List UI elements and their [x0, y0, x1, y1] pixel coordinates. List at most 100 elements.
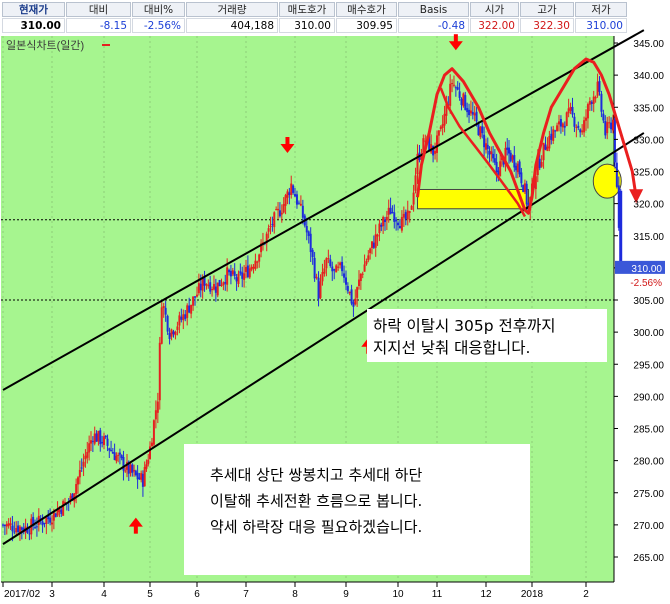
- candle-body: [62, 501, 65, 516]
- candle-body: [104, 435, 107, 438]
- candle-body: [511, 155, 514, 160]
- candle-body: [275, 209, 278, 211]
- candle-body: [488, 150, 491, 155]
- candle-body: [56, 509, 59, 516]
- candle-body: [218, 280, 221, 287]
- candle-body: [280, 212, 283, 215]
- candle-body: [13, 531, 16, 533]
- candle-body: [224, 282, 227, 284]
- candle-body: [271, 224, 274, 226]
- candle-body: [17, 525, 20, 533]
- y-axis: 265.00 270.00 275.00 280.00 285.00 290.00 295.…: [614, 39, 665, 564]
- candle-body: [585, 117, 587, 121]
- up-arrow-1-shaft: [133, 525, 138, 534]
- candle-body: [69, 495, 72, 501]
- candle-body: [612, 119, 614, 131]
- x-axis-panel: [0, 582, 670, 604]
- quote-header-9: 저가: [575, 2, 627, 17]
- candle-body: [374, 234, 377, 248]
- trend-line-lower: [2, 132, 645, 545]
- candle-body: [329, 259, 332, 266]
- quote-value-8: 322.30: [520, 18, 574, 33]
- candle-body: [297, 202, 300, 204]
- candle-body: [26, 527, 29, 533]
- candle-body: [88, 443, 91, 453]
- candle-body: [248, 268, 251, 278]
- candle-body: [583, 120, 586, 133]
- candle-body: [569, 106, 572, 111]
- candle-body: [573, 116, 576, 127]
- x-tick-label: 2017/02: [4, 589, 41, 600]
- candle-body: [460, 98, 463, 106]
- candle-body: [414, 175, 417, 191]
- peak-inner-curve: [439, 87, 527, 218]
- y-tick-label: 330.00: [633, 135, 664, 146]
- y-tick-label: 290.00: [633, 392, 664, 403]
- candle-body: [452, 84, 455, 86]
- candlesticks: [2, 73, 623, 542]
- candle-body: [54, 513, 57, 518]
- candle-body: [468, 109, 471, 116]
- candle-body: [400, 216, 403, 231]
- candle-body: [602, 113, 605, 121]
- y-tick-label: 265.00: [633, 553, 664, 564]
- candle-body: [439, 126, 442, 130]
- candle-body: [52, 511, 55, 521]
- candle-body: [239, 271, 242, 274]
- candle-body: [267, 228, 270, 232]
- candle-body: [536, 158, 539, 175]
- candle-body: [420, 154, 423, 160]
- y-tick-label: 280.00: [633, 457, 664, 468]
- candle-body: [449, 83, 452, 106]
- candle-body: [382, 217, 385, 227]
- candle-body: [207, 284, 210, 287]
- candle-body: [2, 524, 4, 526]
- candle-body: [483, 134, 486, 148]
- candle-body: [197, 283, 200, 294]
- candle-body: [231, 270, 234, 275]
- candle-body: [516, 163, 519, 173]
- quote-value-6: -0.48: [398, 18, 469, 33]
- quote-value-3: 404,188: [186, 18, 278, 33]
- candle-body: [214, 286, 217, 293]
- quote-header-4: 매도호가: [279, 2, 335, 17]
- candle-body: [546, 146, 549, 152]
- candle-body: [508, 147, 510, 154]
- candle-body: [286, 191, 289, 198]
- candle-body: [282, 204, 285, 213]
- candle-body: [288, 192, 291, 196]
- candle-body: [321, 272, 324, 282]
- candle-body: [216, 282, 219, 296]
- candle-body: [365, 261, 368, 265]
- candle-body: [339, 262, 342, 266]
- candle-body: [150, 442, 153, 447]
- candle-body: [462, 93, 465, 107]
- candle-body: [412, 192, 415, 205]
- candle-body: [131, 464, 134, 473]
- candle-body: [290, 183, 293, 195]
- candle-body: [520, 172, 523, 184]
- candle-body: [141, 473, 144, 487]
- candle-body: [60, 509, 63, 514]
- candle-body: [203, 276, 206, 286]
- candle-body: [311, 249, 314, 258]
- x-tick-label: 10: [392, 589, 404, 600]
- candle-body: [45, 517, 48, 524]
- candle-body: [15, 527, 18, 533]
- candle-body: [47, 516, 50, 520]
- candle-body: [571, 106, 574, 115]
- candle-body: [477, 123, 480, 136]
- candle-body: [352, 302, 355, 307]
- quote-header-8: 고가: [520, 2, 574, 17]
- candle-body: [485, 143, 487, 150]
- candle-body: [513, 155, 516, 168]
- candle-body: [301, 205, 304, 218]
- candle-body: [376, 234, 379, 237]
- candle-body: [481, 126, 484, 134]
- candle-body: [93, 433, 96, 444]
- candle-body: [84, 455, 87, 460]
- candle-body: [567, 108, 570, 114]
- candle-body: [138, 477, 141, 480]
- quote-header-7: 시가: [470, 2, 519, 17]
- y-tick-label: 270.00: [633, 521, 664, 532]
